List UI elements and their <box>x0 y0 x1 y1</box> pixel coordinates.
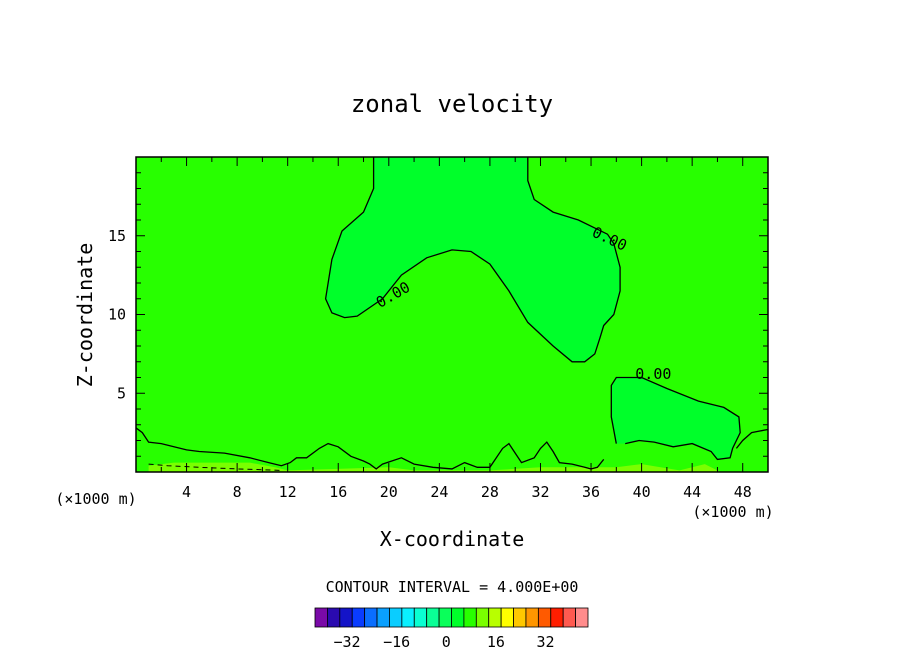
colorbar-cell <box>575 607 589 628</box>
x-tick-label: 20 <box>380 483 398 501</box>
colorbar-tick-label: 32 <box>537 633 555 651</box>
colorbar-cell <box>401 607 415 628</box>
colorbar-tick-label: −16 <box>383 633 410 651</box>
x-tick-label: 40 <box>633 483 651 501</box>
colorbar-cell <box>438 607 452 628</box>
x-tick-label: 8 <box>233 483 242 501</box>
contour-label: 0.00 <box>635 365 671 383</box>
colorbar-tick-label: 0 <box>442 633 451 651</box>
x-tick-label: 48 <box>734 483 752 501</box>
x-tick-label: 36 <box>582 483 600 501</box>
x-tick-label: 12 <box>279 483 297 501</box>
contour-interval-text: CONTOUR INTERVAL = 4.000E+00 <box>326 578 579 596</box>
right-negative-region-line <box>610 376 741 461</box>
upper-negative-region-line <box>324 157 621 363</box>
x-tick-label: 44 <box>683 483 701 501</box>
right-negative-region-fill <box>611 377 741 460</box>
colorbar-cell <box>389 607 403 628</box>
x-unit-right: (×1000 m) <box>692 503 773 521</box>
colorbar-cell <box>562 607 576 628</box>
colorbar-cell <box>475 607 490 628</box>
y-tick-label: 10 <box>108 306 126 324</box>
bottom-right-wavy-line <box>735 428 768 449</box>
colorbar-cell <box>513 607 527 628</box>
colorbar-cell <box>537 607 552 628</box>
colorbar-tick-label: −32 <box>333 633 360 651</box>
colorbar-cell <box>364 607 378 628</box>
y-tick-label: 5 <box>117 384 126 402</box>
colorbar-cell <box>339 607 353 628</box>
x-tick-label: 4 <box>182 483 191 501</box>
colorbar-tick-label: 16 <box>487 633 505 651</box>
colorbar-cell <box>463 607 477 628</box>
colorbar-cell <box>550 607 564 628</box>
x-axis-label: X-coordinate <box>380 527 525 551</box>
colorbar-cell <box>327 607 341 628</box>
colorbar-cell <box>426 607 440 628</box>
colorbar-cell <box>413 607 428 628</box>
x-tick-label: 16 <box>329 483 347 501</box>
x-tick-label: 24 <box>430 483 448 501</box>
y-tick-label: 15 <box>108 227 126 245</box>
chart-title: zonal velocity <box>351 90 553 118</box>
colorbar-cell <box>351 607 366 628</box>
bottom-left-wavy-line <box>136 427 605 470</box>
y-axis-label: Z-coordinate <box>73 243 97 388</box>
colorbar-cell <box>376 607 390 628</box>
colorbar-cell <box>314 607 328 628</box>
dashed-contour-line <box>148 463 282 471</box>
near-surface-positive-fill <box>148 462 718 472</box>
x-tick-label: 28 <box>481 483 499 501</box>
colorbar: −32 −16 0 16 32 <box>314 607 589 651</box>
x-tick-label: 32 <box>531 483 549 501</box>
colorbar-cell <box>488 607 502 628</box>
x-unit-left: (×1000 m) <box>55 490 136 508</box>
contour-lines <box>136 157 768 471</box>
colorbar-cell <box>451 607 465 628</box>
colorbar-cell <box>525 607 539 628</box>
colorbar-cell <box>500 607 514 628</box>
